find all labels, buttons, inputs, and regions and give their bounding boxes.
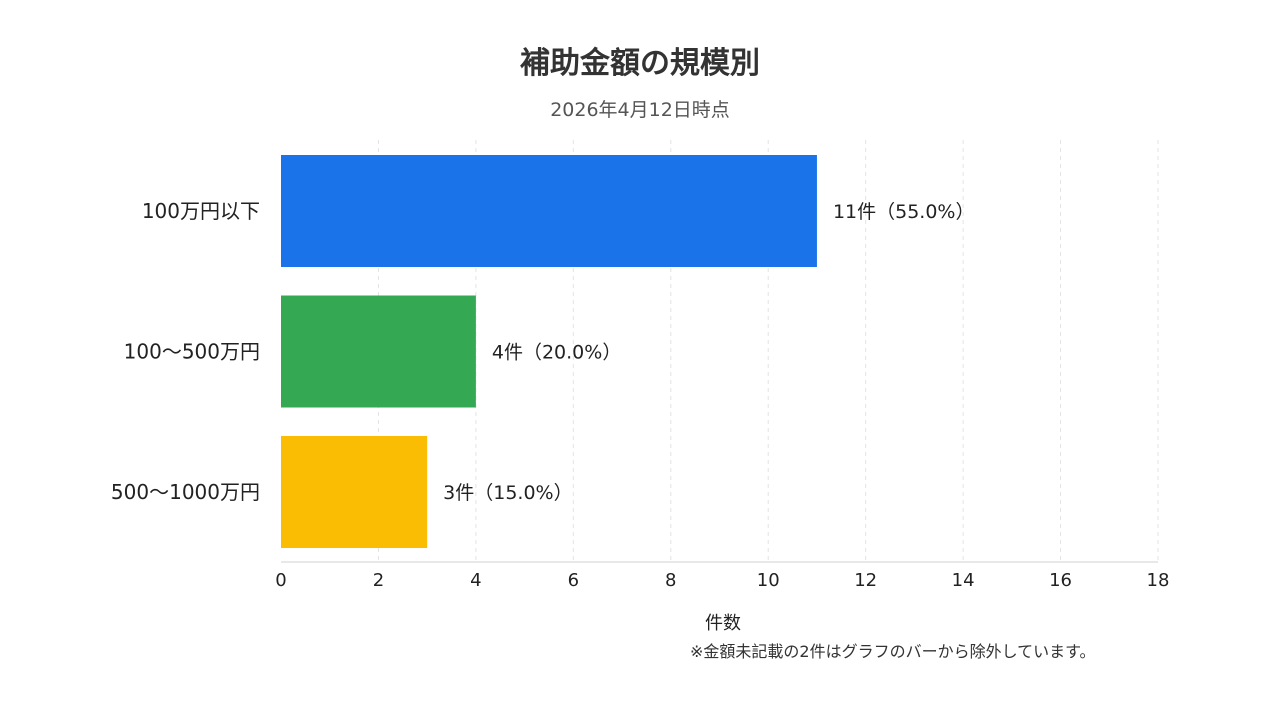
x-tick-label: 10: [757, 570, 780, 591]
data-label: 4件（20.0%）: [492, 342, 621, 364]
x-tick-label: 16: [1049, 570, 1072, 591]
footnote: ※金額未記載の2件はグラフのバーから除外しています。: [690, 642, 1096, 661]
bar-2: [281, 436, 428, 548]
x-tick-label: 0: [275, 570, 286, 591]
x-tick-label: 6: [568, 570, 579, 591]
x-tick-label: 8: [665, 570, 676, 591]
x-tick-label: 4: [470, 570, 481, 591]
data-label: 3件（15.0%）: [443, 482, 572, 504]
data-label: 11件（55.0%）: [833, 201, 975, 223]
bar-0: [281, 155, 817, 267]
chart-title: 補助金額の規模別: [520, 46, 760, 81]
x-tick-label: 14: [952, 570, 975, 591]
bar-1: [281, 295, 476, 408]
category-label: 100〜500万円: [124, 340, 260, 364]
x-tick-label: 2: [373, 570, 384, 591]
x-axis-label: 件数: [705, 613, 741, 634]
chart-subtitle: 2026年4月12日時点: [550, 99, 730, 121]
x-tick-label: 12: [854, 570, 877, 591]
category-label: 100万円以下: [142, 199, 260, 223]
x-tick-label: 18: [1147, 570, 1170, 591]
category-label: 500〜1000万円: [111, 480, 260, 504]
